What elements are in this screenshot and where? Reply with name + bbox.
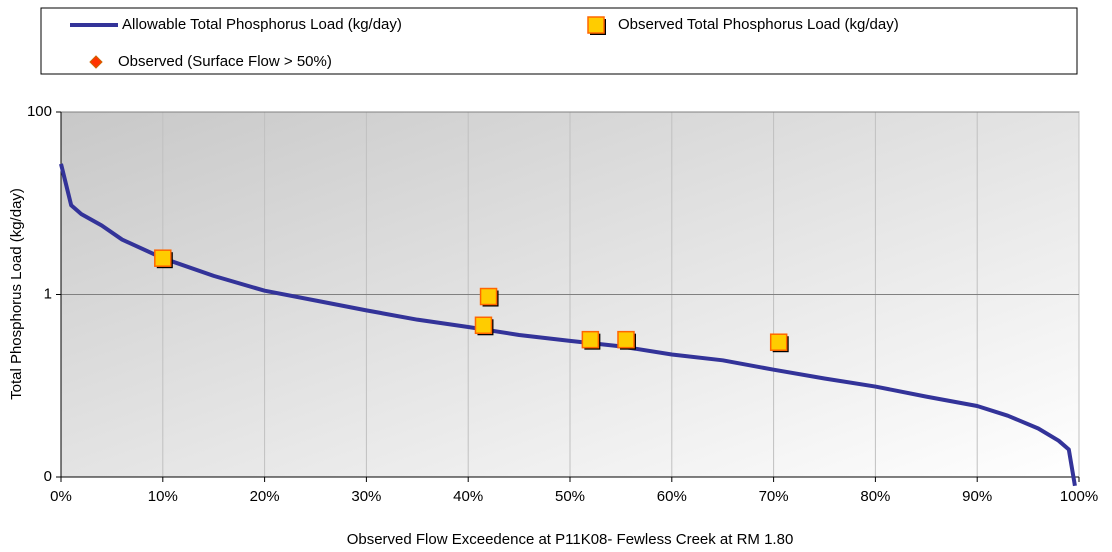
x-tick-label: 20%: [250, 488, 280, 505]
legend-label: Allowable Total Phosphorus Load (kg/day): [122, 16, 402, 33]
y-tick-label: 1: [44, 285, 52, 302]
point: [581, 330, 600, 349]
point: [154, 249, 172, 267]
x-tick-label: 100%: [1060, 488, 1098, 505]
y-tick-label: 0: [44, 468, 52, 485]
point: [769, 333, 788, 351]
legend-box: [40, 7, 1078, 75]
point: [479, 287, 498, 306]
legend-label: Observed Total Phosphorus Load (kg/day): [618, 16, 899, 33]
x-tick-label: 70%: [759, 488, 789, 505]
x-tick-label: 0%: [50, 488, 72, 505]
x-tick-label: 40%: [453, 488, 483, 505]
x-tick-label: 80%: [860, 488, 890, 505]
point: [617, 330, 635, 349]
y-axis-title: Total Phosphorus Load (kg/day): [8, 188, 25, 400]
legend-swatch: [89, 55, 103, 69]
x-tick-label: 60%: [657, 488, 687, 505]
x-axis-title: Observed Flow Exceedence at P11K08- Fewl…: [347, 531, 794, 548]
x-tick-label: 50%: [555, 488, 585, 505]
x-tick-label: 30%: [351, 488, 381, 505]
point: [474, 316, 493, 335]
y-tick-label: 100: [27, 103, 52, 120]
legend-label: Observed (Surface Flow > 50%): [118, 53, 332, 70]
x-tick-label: 90%: [962, 488, 992, 505]
line: [59, 163, 1077, 487]
x-tick-label: 10%: [148, 488, 178, 505]
legend-swatch: [587, 16, 605, 34]
